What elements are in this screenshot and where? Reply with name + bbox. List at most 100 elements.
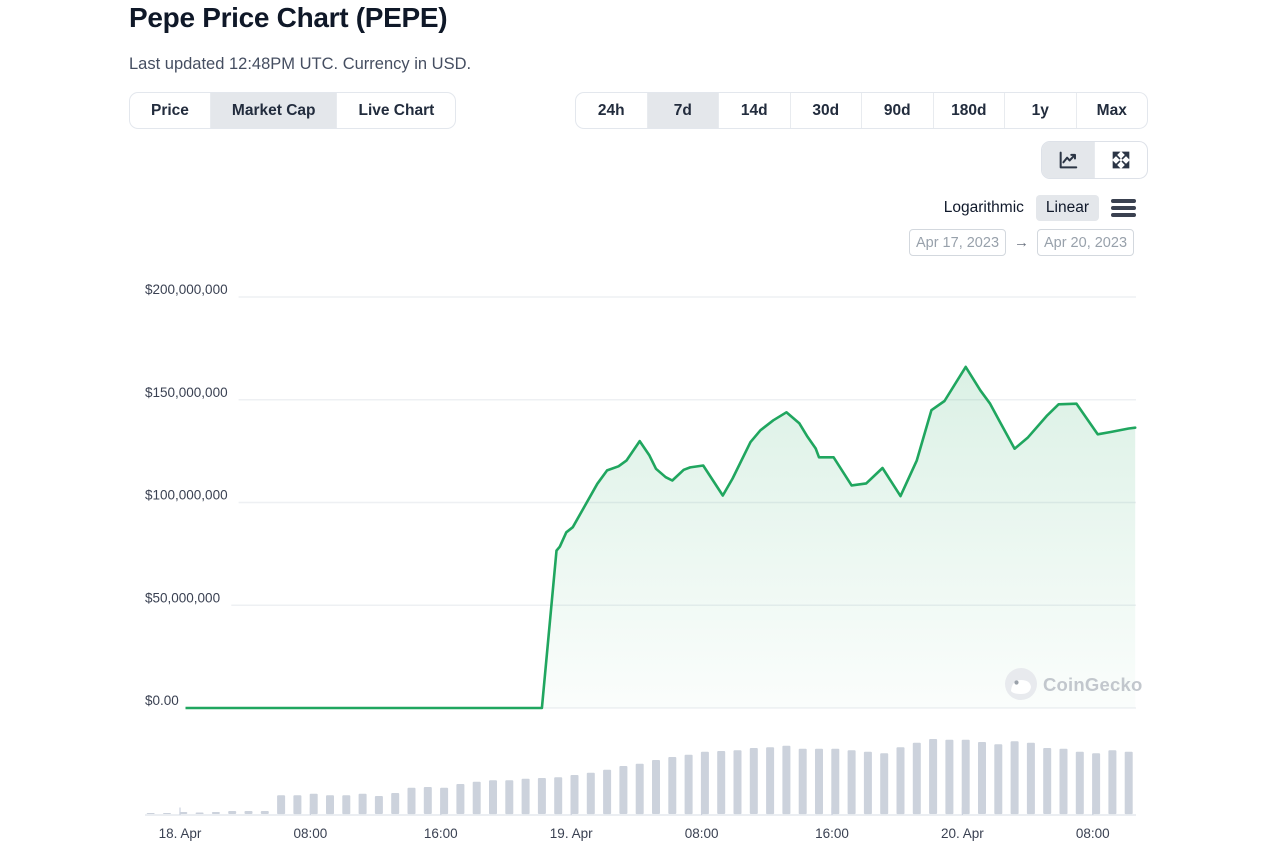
- volume-bar: [163, 813, 171, 814]
- svg-text:16:00: 16:00: [815, 826, 849, 841]
- volume-bar: [489, 780, 497, 815]
- volume-bar: [635, 763, 644, 815]
- volume-bar: [521, 778, 530, 815]
- volume-bar: [554, 777, 563, 815]
- volume-bar: [912, 742, 921, 815]
- volume-bar: [570, 775, 579, 814]
- svg-text:$0.00: $0.00: [145, 693, 179, 708]
- volume-bar: [293, 795, 302, 815]
- volume-bar: [244, 811, 253, 814]
- volume-bar: [717, 751, 726, 814]
- volume-bar: [896, 747, 905, 815]
- volume-bar: [423, 787, 432, 814]
- volume-bar: [1043, 748, 1052, 814]
- volume-bar: [537, 778, 546, 814]
- volume-bar: [260, 811, 269, 814]
- volume-bar: [945, 739, 954, 815]
- volume-bar: [994, 744, 1003, 815]
- volume-bar: [961, 739, 970, 815]
- svg-text:16:00: 16:00: [424, 826, 458, 841]
- expand-icon: [1111, 150, 1131, 170]
- x-axis: 18. Apr 08:00 16:00 19. Apr 08:00 16:00 20. Ap…: [145, 807, 1136, 841]
- volume-bar: [668, 757, 677, 814]
- volume-bar: [603, 769, 612, 815]
- volume-bar: [782, 745, 791, 815]
- date-end-input[interactable]: [1037, 229, 1134, 256]
- volume-bar: [684, 754, 693, 815]
- range-tab-max[interactable]: Max: [1096, 101, 1127, 119]
- hamburger-menu-icon: [1111, 199, 1136, 217]
- volume-bar: [929, 739, 938, 814]
- line-chart-icon: [1057, 149, 1079, 171]
- range-tab-180d[interactable]: 180d: [934, 93, 1005, 128]
- volume-bar: [309, 793, 318, 815]
- volume-bar: [1092, 753, 1101, 815]
- volume-bar: [472, 781, 481, 815]
- svg-text:18. Apr: 18. Apr: [159, 826, 202, 841]
- volume-bar: [277, 795, 286, 815]
- volume-bar: [228, 811, 237, 814]
- volume-bar: [374, 796, 383, 814]
- range-tab-90d[interactable]: 90d: [862, 93, 934, 128]
- svg-text:$200,000,000: $200,000,000: [145, 282, 228, 297]
- volume-bar: [179, 812, 188, 814]
- volume-bar: [619, 766, 628, 814]
- volume-bar: [1075, 751, 1084, 815]
- y-axis-labels: $200,000,000 $150,000,000 $100,000,000 $50,…: [141, 282, 237, 710]
- page-subtitle: Last updated 12:48PM UTC. Currency in US…: [129, 55, 472, 73]
- volume-bar: [391, 793, 400, 814]
- range-tab-7d[interactable]: 7d: [647, 93, 719, 128]
- tab-price[interactable]: Price: [130, 93, 211, 128]
- volume-bar: [1010, 741, 1019, 815]
- coingecko-watermark: CoinGecko: [1005, 668, 1142, 700]
- arrow-right-icon: →: [1014, 234, 1029, 251]
- svg-text:08:00: 08:00: [1076, 826, 1110, 841]
- market-cap-line: [144, 365, 1137, 710]
- tab-market-cap[interactable]: Market Cap: [210, 93, 338, 128]
- scale-option-linear[interactable]: Linear: [1035, 195, 1099, 221]
- volume-bar: [358, 793, 367, 815]
- scale-toggle-row: Logarithmic Linear: [944, 193, 1136, 223]
- volume-bar: [1026, 742, 1035, 815]
- chart-settings-menu-button[interactable]: [1111, 199, 1136, 217]
- volume-bar: [440, 787, 449, 815]
- volume-bar: [766, 747, 775, 815]
- svg-text:08:00: 08:00: [294, 826, 328, 841]
- date-range-row: →: [909, 229, 1134, 256]
- svg-text:19. Apr: 19. Apr: [550, 826, 593, 841]
- fullscreen-button[interactable]: [1094, 142, 1147, 178]
- tab-live-chart[interactable]: Live Chart: [358, 101, 435, 119]
- volume-bars: [146, 739, 1133, 815]
- svg-text:CoinGecko: CoinGecko: [1043, 674, 1142, 695]
- scale-option-logarithmic[interactable]: Logarithmic: [943, 199, 1024, 216]
- svg-text:20. Apr: 20. Apr: [941, 826, 984, 841]
- volume-bar: [831, 748, 840, 815]
- volume-bar: [652, 760, 660, 814]
- page-title: Pepe Price Chart (PEPE): [129, 2, 448, 33]
- volume-bar: [863, 751, 872, 815]
- volume-bar: [847, 750, 856, 815]
- volume-bar: [326, 795, 334, 815]
- line-chart-button[interactable]: [1042, 142, 1094, 178]
- volume-bar: [456, 784, 465, 814]
- range-tab-30d[interactable]: 30d: [791, 93, 862, 128]
- range-tab-24h[interactable]: 24h: [576, 93, 648, 128]
- volume-bar: [1108, 750, 1117, 815]
- volume-bar: [749, 748, 758, 814]
- volume-bar: [815, 748, 823, 815]
- range-tab-14d[interactable]: 14d: [719, 93, 791, 128]
- svg-text:$150,000,000: $150,000,000: [145, 385, 228, 400]
- svg-text:08:00: 08:00: [685, 826, 719, 841]
- volume-bar: [978, 742, 986, 814]
- volume-bar: [1059, 748, 1068, 815]
- volume-bar: [586, 772, 595, 815]
- volume-bar: [407, 787, 416, 815]
- volume-bar: [798, 748, 807, 815]
- date-start-input[interactable]: [909, 229, 1006, 256]
- volume-bar: [733, 750, 742, 815]
- range-tab-1y[interactable]: 1y: [1005, 93, 1077, 128]
- market-cap-area: [145, 366, 1136, 708]
- volume-bar: [505, 780, 514, 815]
